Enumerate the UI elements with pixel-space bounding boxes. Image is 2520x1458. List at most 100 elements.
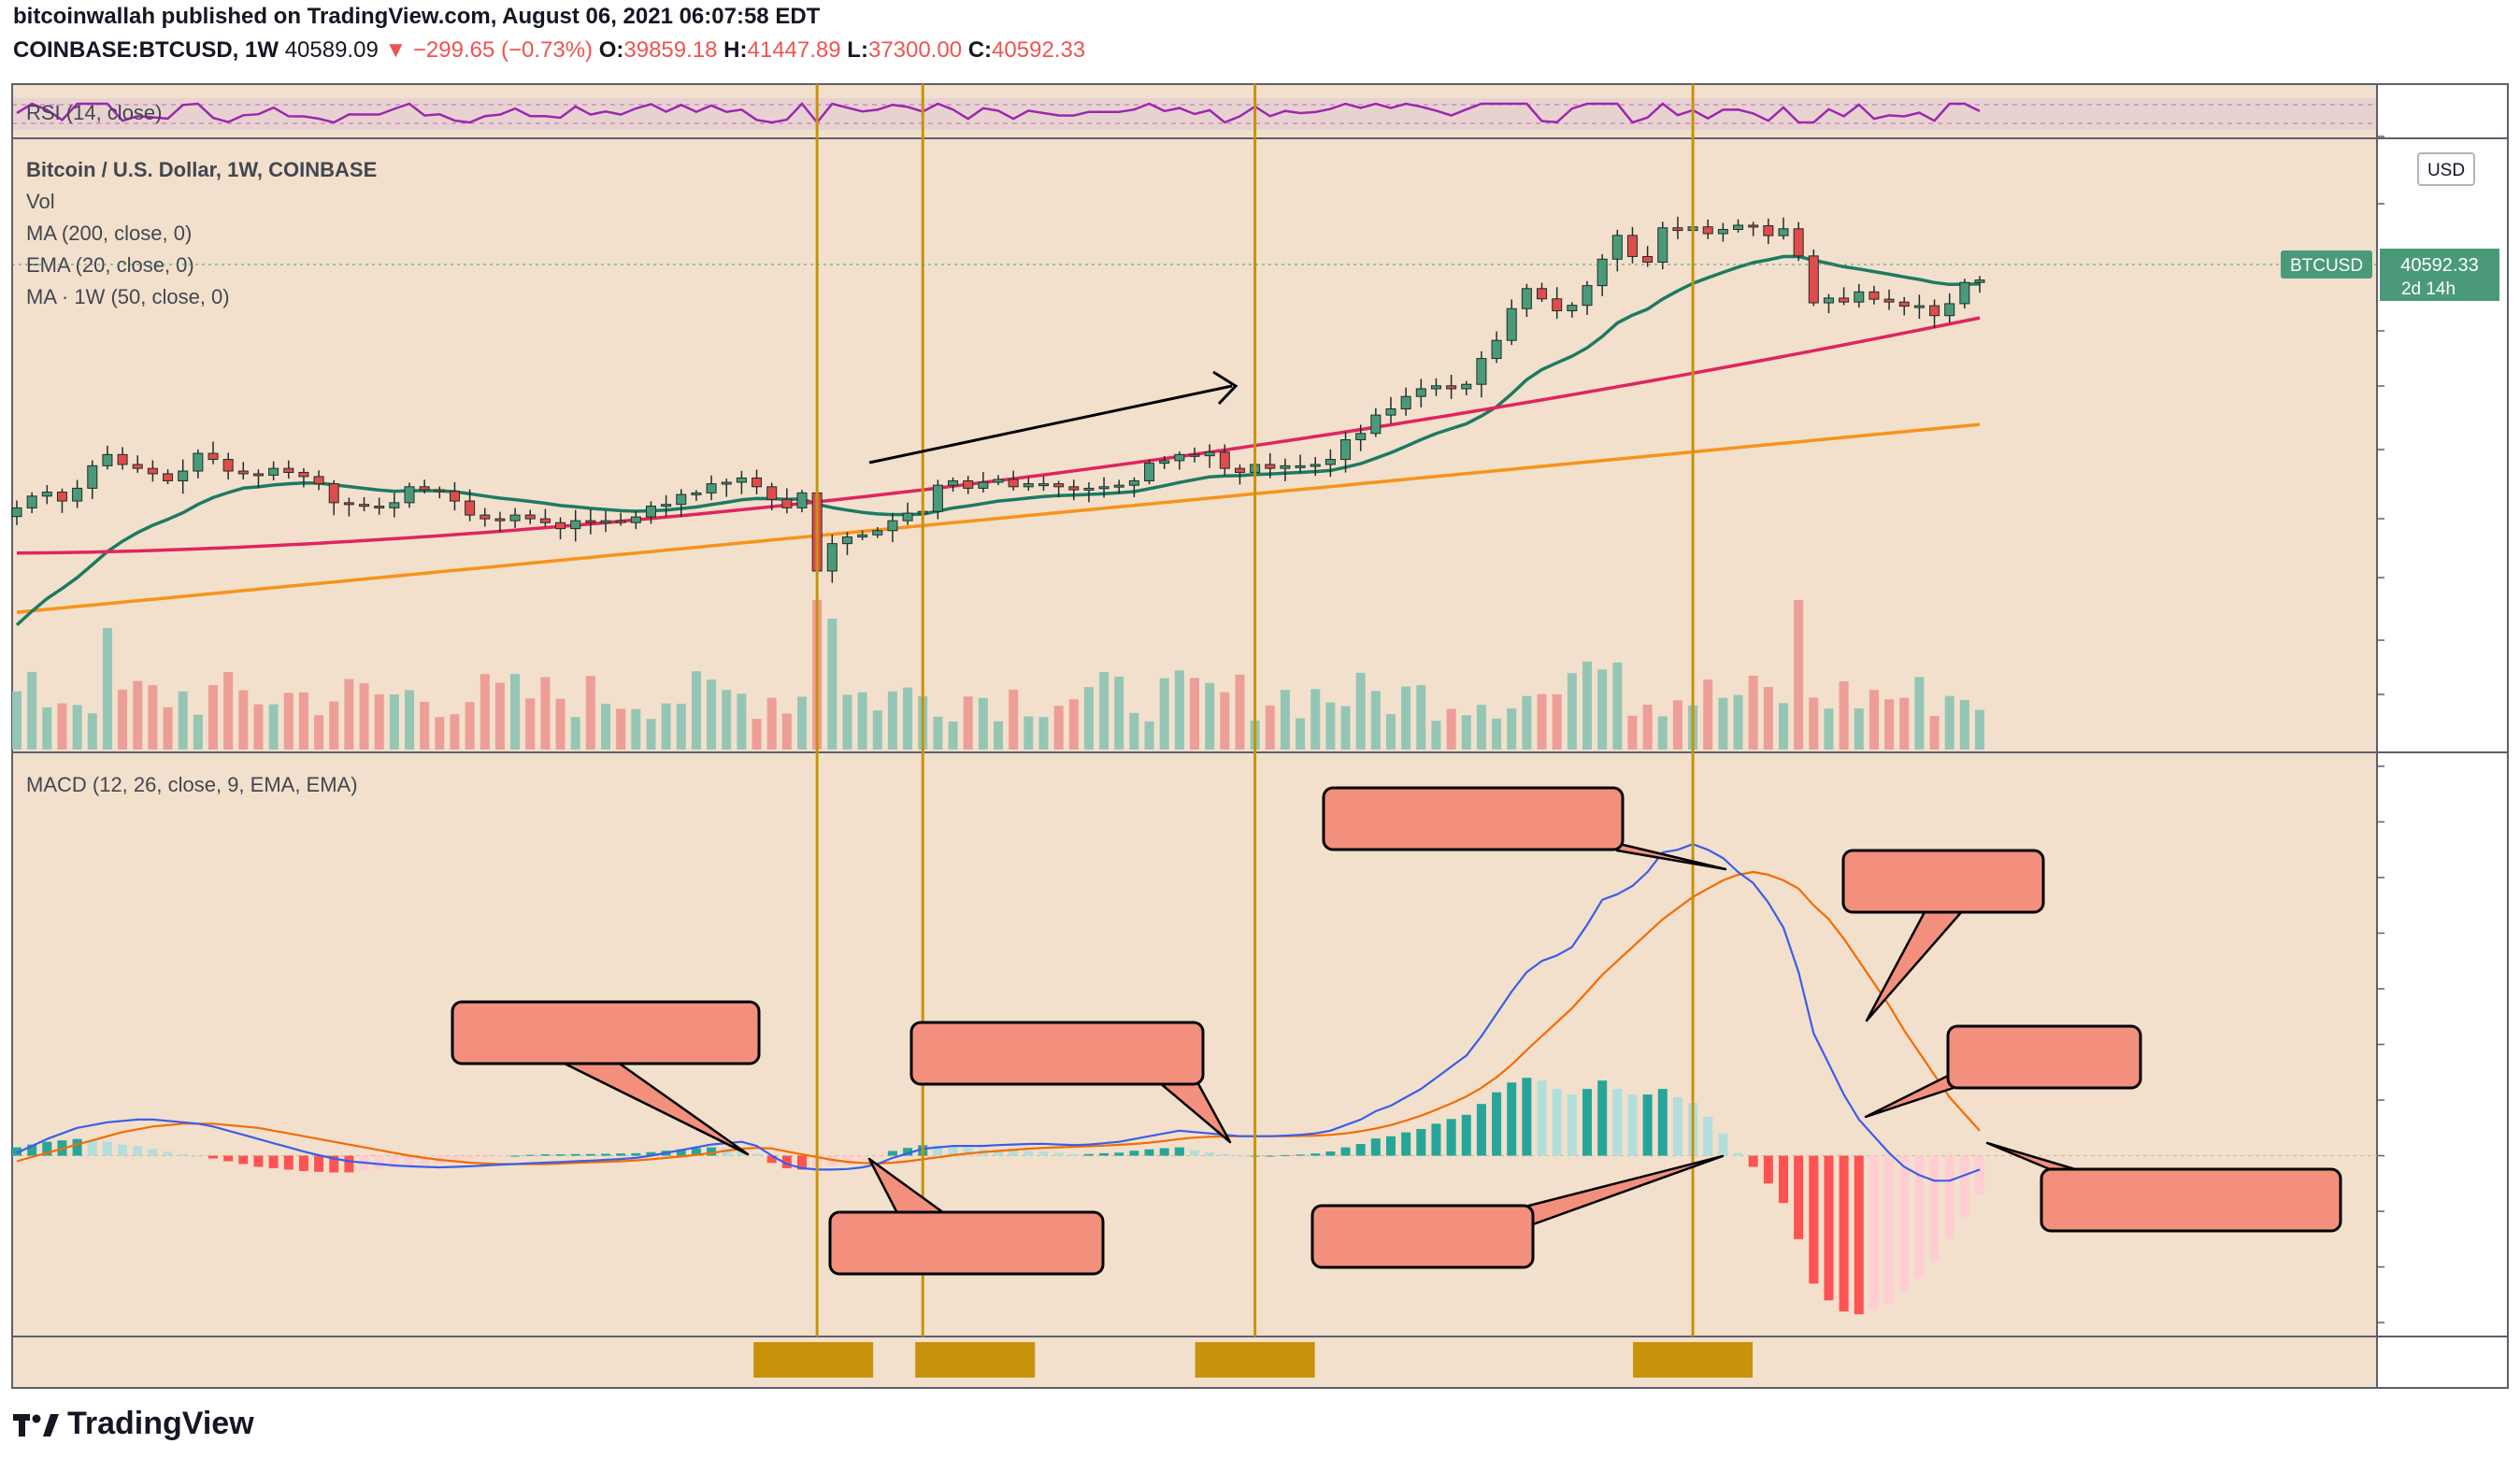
rsi-pane[interactable] — [12, 102, 2377, 124]
last-price: 40589.09 — [284, 37, 379, 63]
histogram-bar — [118, 1144, 128, 1156]
volume-bar — [1265, 705, 1275, 750]
histogram-bar — [525, 1154, 536, 1156]
rsi-label[interactable]: RSI (14, close) — [26, 101, 163, 124]
candle-body — [1717, 229, 1728, 235]
volume-bar — [842, 694, 852, 750]
volume-bar — [510, 674, 521, 750]
volume-bar — [1944, 695, 1954, 750]
volume-bar — [1370, 691, 1381, 750]
candle-body — [132, 464, 143, 469]
histogram-bar — [238, 1155, 249, 1165]
volume-bar — [420, 701, 430, 750]
price-axis[interactable] — [2377, 136, 2384, 695]
callout-box — [1841, 849, 2045, 914]
candle-body — [887, 520, 898, 532]
publisher-line: bitcoinwallah published on TradingView.c… — [13, 4, 820, 30]
time-axis[interactable] — [753, 1342, 1754, 1378]
volume-bar — [1296, 718, 1306, 750]
price-legend-title[interactable]: Bitcoin / U.S. Dollar, 1W, COINBASE — [26, 158, 377, 181]
candle-body — [313, 476, 324, 485]
candle-body — [102, 453, 113, 466]
volume-bar — [11, 691, 22, 750]
tradingview-brand[interactable]: TradingView — [13, 1406, 254, 1442]
symbol-name[interactable]: COINBASE:BTCUSD, 1W — [13, 37, 279, 63]
candle-body — [343, 502, 354, 506]
volume-bar — [374, 693, 384, 750]
candle-body — [902, 512, 913, 522]
candle-body — [585, 520, 596, 523]
candle-body — [857, 534, 868, 538]
candle-body — [404, 486, 415, 504]
candle-body — [691, 492, 702, 495]
candle-body — [1219, 451, 1230, 469]
histogram-bar — [344, 1155, 354, 1173]
volume-bar — [1461, 715, 1471, 750]
candle-body — [796, 492, 808, 508]
histogram-bar — [857, 1155, 867, 1161]
price-legend-ma200[interactable]: MA (200, close, 0) — [26, 222, 192, 245]
volume-bar — [193, 714, 203, 750]
candle-body — [555, 522, 566, 530]
volume-bar — [1703, 679, 1713, 750]
candle-body — [676, 493, 687, 506]
time-axis-background — [12, 1336, 2377, 1388]
histogram-bar — [11, 1147, 22, 1156]
candle-body — [1310, 464, 1321, 467]
histogram-bar — [72, 1138, 82, 1156]
publisher-name[interactable]: bitcoinwallah published on TradingView.c… — [13, 4, 821, 29]
volume-bar — [1144, 721, 1154, 750]
histogram-bar — [1296, 1154, 1306, 1156]
histogram-bar — [1220, 1153, 1230, 1156]
volume-bar — [72, 705, 82, 750]
candle-body — [539, 518, 551, 523]
candle-body — [1144, 463, 1155, 481]
volume-bar — [1567, 673, 1577, 750]
histogram-bar — [555, 1154, 566, 1156]
volume-bar — [314, 715, 324, 750]
candle-body — [1626, 235, 1638, 257]
volume-bar — [1672, 700, 1682, 750]
histogram-bar — [450, 1155, 460, 1162]
volume-bar — [1733, 694, 1743, 750]
volume-bar — [1899, 697, 1910, 750]
price-axis-background — [2377, 84, 2508, 1388]
volume-bar — [1068, 699, 1079, 750]
macd-label[interactable]: MACD (12, 26, close, 9, EMA, EMA) — [26, 773, 358, 796]
candle-body — [993, 479, 1004, 483]
histogram-bar — [1839, 1155, 1849, 1312]
histogram-bar — [404, 1155, 415, 1166]
candle-body — [1159, 460, 1170, 465]
histogram-bar — [283, 1155, 294, 1170]
volume-bar — [1627, 715, 1638, 750]
volume-bar — [1718, 697, 1728, 750]
histogram-bar — [1083, 1153, 1094, 1156]
volume-bar — [57, 703, 67, 750]
candle-body — [872, 530, 883, 536]
candle-body — [11, 507, 22, 518]
candle-body — [1113, 484, 1124, 488]
candle-body — [1234, 467, 1245, 473]
candle-body — [615, 520, 626, 523]
price-legend-ema20[interactable]: EMA (20, close, 0) — [26, 253, 194, 277]
histogram-bar — [1914, 1155, 1925, 1279]
price-legend-vol[interactable]: Vol — [26, 190, 55, 213]
volume-bar — [707, 679, 717, 750]
histogram-bar — [781, 1155, 792, 1168]
volume-bar — [1280, 690, 1290, 750]
histogram-bar — [1944, 1155, 1954, 1239]
callout-joint — [1514, 1209, 1533, 1224]
price-legend-ma50[interactable]: MA · 1W (50, close, 0) — [26, 285, 230, 308]
volume-bar — [344, 679, 354, 750]
histogram-bar — [1567, 1094, 1577, 1156]
histogram-bar — [27, 1144, 37, 1156]
histogram-bar — [208, 1155, 219, 1159]
candle-body — [948, 479, 959, 486]
macd-axis[interactable] — [2377, 765, 2384, 1323]
volume-bar — [1778, 703, 1789, 750]
candle-body — [736, 477, 747, 483]
histogram-bar — [1733, 1152, 1743, 1156]
histogram-bar — [1009, 1150, 1019, 1156]
currency-badge[interactable] — [2417, 152, 2475, 186]
